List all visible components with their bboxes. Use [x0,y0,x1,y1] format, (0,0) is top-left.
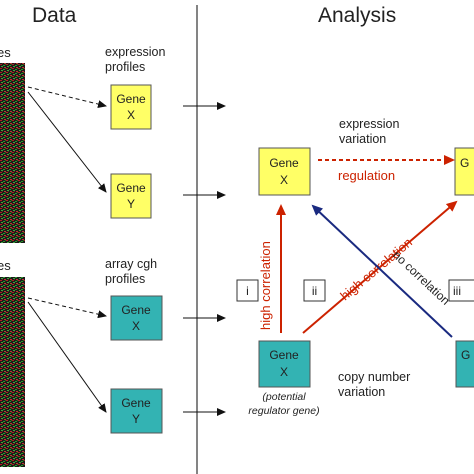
data-header: Data [32,4,77,27]
cgh-gene-y-box: Gene Y [110,388,163,434]
analysis-header: Analysis [318,4,396,27]
analysis-gene-x-line2: X [280,173,288,187]
case-ii-box: ii [303,279,326,302]
expression-gene-x-line2: X [127,108,135,122]
case-iii-box: iii [448,279,474,302]
analysis-bottom-right-label: G [461,348,470,362]
cgh-heatmap [0,277,25,467]
analysis-top-right-box: G [454,147,474,196]
expression-variation-label-1: expression [339,117,399,131]
expression-gene-y-line2: Y [127,197,135,211]
cgh-profiles-label-1: array cgh [105,257,157,271]
case-ii-label: ii [312,284,317,298]
potential-regulator-label-2: regulator gene) [248,405,319,417]
cgh-gene-y-line2: Y [132,412,140,426]
regulation-label: regulation [338,168,395,183]
expression-gene-y-box: Gene Y [110,173,152,219]
expression-variation-label-2: variation [339,132,386,146]
high-correlation-vertical-label: high correlation [258,241,273,330]
expression-gene-y-line1: Gene [116,181,146,195]
no-correlation-arrow [311,204,453,338]
case-i-box: i [236,279,259,302]
no-correlation-label: no correlation [390,248,453,308]
arrow-expr-to-y [27,91,107,193]
analysis-potential-line1: Gene [269,348,299,362]
bottom-partial-label: es [0,258,11,273]
analysis-gene-x-line1: Gene [269,156,299,170]
cgh-gene-y-line1: Gene [121,396,151,410]
copy-number-label-1: copy number [338,370,410,384]
arrow-cgh-to-y [27,301,107,413]
arrow-expr-to-x [27,86,107,108]
expression-gene-x-box: Gene X [110,84,152,130]
case-i-label: i [246,284,249,298]
expression-profiles-label-2: profiles [105,60,145,74]
case-iii-label: iii [453,284,461,298]
top-partial-label: es [0,45,11,60]
cgh-gene-x-line1: Gene [121,303,151,317]
analysis-bottom-right-box: G [455,340,474,388]
cgh-gene-x-line2: X [132,319,140,333]
arrow-cgh-to-x [27,297,107,319]
analysis-gene-x-box: Gene X [258,147,311,196]
cgh-gene-x-box: Gene X [110,295,163,341]
potential-regulator-label-1: (potential [262,391,306,403]
expression-profiles-label-1: expression [105,45,165,59]
expression-heatmap [0,63,25,243]
expression-gene-x-line1: Gene [116,92,146,106]
analysis-top-right-label: G [460,156,469,170]
cgh-profiles-label-2: profiles [105,272,145,286]
analysis-potential-line2: X [280,365,288,379]
copy-number-label-2: variation [338,385,385,399]
analysis-potential-regulator-box: Gene X [258,340,311,388]
